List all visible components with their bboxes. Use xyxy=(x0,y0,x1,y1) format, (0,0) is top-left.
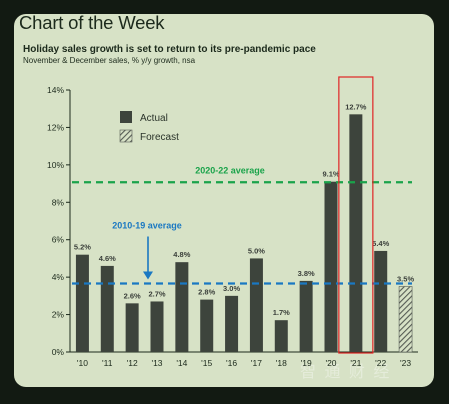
actual-bar xyxy=(299,280,313,352)
x-tick-label: '19 xyxy=(301,358,312,368)
chart-title: Holiday sales growth is set to return to… xyxy=(23,44,316,55)
data-label: 5.2% xyxy=(74,243,91,252)
data-label: 4.8% xyxy=(173,250,190,259)
watermark: 智 通 财 经 xyxy=(300,364,392,381)
x-tick-label: '22 xyxy=(375,358,386,368)
actual-bar xyxy=(324,181,338,352)
data-label: 4.6% xyxy=(99,254,116,263)
data-label: 5.0% xyxy=(248,246,265,255)
forecast-bar xyxy=(398,286,413,353)
x-tick-label: '10 xyxy=(77,358,88,368)
data-label: 5.4% xyxy=(372,239,389,248)
reference-label: 2010-19 average xyxy=(112,221,182,231)
data-label: 3.5% xyxy=(397,275,414,284)
data-label: 2.7% xyxy=(148,289,165,298)
legend-swatch-forecast xyxy=(119,129,133,143)
actual-bar xyxy=(150,301,164,352)
data-label: 3.0% xyxy=(223,284,240,293)
reference-label: 2020-22 average xyxy=(195,165,265,175)
y-tick-label: 2% xyxy=(52,310,65,320)
actual-bar xyxy=(374,250,388,352)
y-tick-label: 6% xyxy=(52,235,65,245)
actual-bar xyxy=(175,262,189,352)
x-tick-label: '20 xyxy=(325,358,336,368)
y-tick-label: 4% xyxy=(52,272,65,282)
reference-arrowhead xyxy=(143,271,153,280)
data-label: 3.8% xyxy=(298,269,315,278)
x-tick-label: '16 xyxy=(226,358,237,368)
actual-bar xyxy=(100,265,114,352)
highlight-box xyxy=(338,76,374,354)
data-label: 2.8% xyxy=(198,288,215,297)
data-label: 9.1% xyxy=(322,170,339,179)
actual-bar xyxy=(125,303,139,352)
legend-swatch-actual xyxy=(120,111,132,123)
chart-subtitle: November & December sales, % y/y growth,… xyxy=(23,56,196,65)
x-tick-label: '21 xyxy=(350,358,361,368)
y-tick-label: 8% xyxy=(52,197,65,207)
x-tick-label: '23 xyxy=(400,358,411,368)
x-tick-label: '12 xyxy=(127,358,138,368)
x-tick-label: '15 xyxy=(201,358,212,368)
y-tick-label: 10% xyxy=(47,160,64,170)
data-label: 2.6% xyxy=(124,291,141,300)
legend-label-actual: Actual xyxy=(140,113,168,124)
x-tick-label: '18 xyxy=(276,358,287,368)
y-tick-label: 0% xyxy=(52,347,65,357)
y-tick-label: 12% xyxy=(47,122,64,132)
data-label: 1.7% xyxy=(273,308,290,317)
page-title: Chart of the Week xyxy=(19,12,165,33)
x-tick-label: '13 xyxy=(151,358,162,368)
actual-bar xyxy=(249,258,263,352)
x-tick-label: '17 xyxy=(251,358,262,368)
y-tick-label: 14% xyxy=(47,85,64,95)
x-tick-label: '14 xyxy=(176,358,187,368)
actual-bar xyxy=(225,295,239,352)
x-tick-label: '11 xyxy=(102,358,113,368)
legend-label-forecast: Forecast xyxy=(140,132,179,143)
actual-bar xyxy=(349,114,363,352)
actual-bar xyxy=(200,299,214,352)
actual-bar xyxy=(274,320,288,352)
data-label: 12.7% xyxy=(345,102,367,111)
actual-bar xyxy=(75,254,89,352)
